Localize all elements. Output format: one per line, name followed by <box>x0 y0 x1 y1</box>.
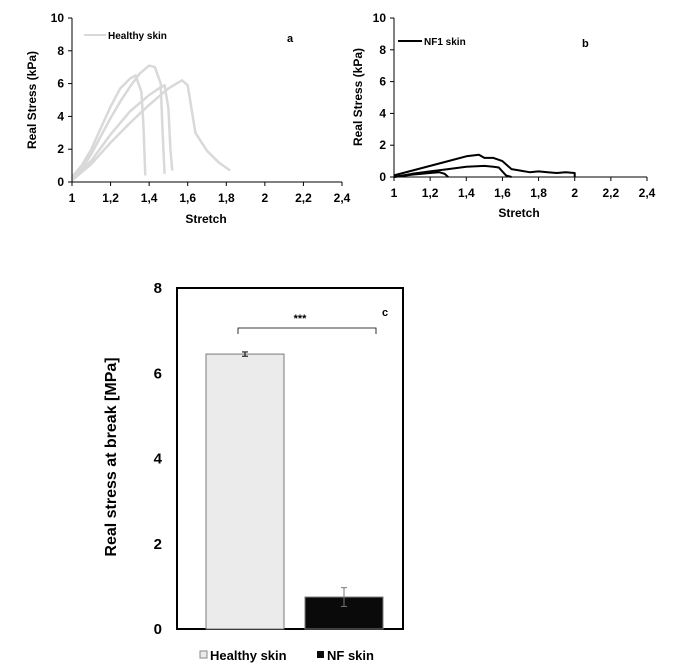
x-tick-label: 1,6 <box>494 186 511 200</box>
significance-bracket <box>237 327 377 334</box>
legend-label: NF1 skin <box>424 37 466 48</box>
series-lines <box>71 64 231 182</box>
y-tick-label: 0 <box>379 170 386 184</box>
x-axis-ticks: 1 1,2 1,4 1,6 1,8 2 2,2 2,4 <box>69 182 351 205</box>
panel-label: c <box>382 307 388 319</box>
y-tick-label: 8 <box>154 280 162 297</box>
x-tick-label: 2,2 <box>295 191 312 205</box>
plot-frame <box>176 287 404 630</box>
x-tick-label: 1,4 <box>458 186 475 200</box>
error-bar-1 <box>242 351 248 357</box>
legend-label: Healthy skin <box>108 31 167 42</box>
y-tick-label: 2 <box>154 536 162 553</box>
bars <box>205 351 384 630</box>
x-tick-label: 1,8 <box>218 191 235 205</box>
x-tick-label: 1 <box>391 186 398 200</box>
series-line-2 <box>393 164 512 178</box>
bar-chart-stress-at-break: 0 2 4 6 8 Real stress at break [MPa] *** c H… <box>103 280 404 663</box>
y-tick-label: 0 <box>154 621 162 638</box>
x-tick-label: 1,8 <box>530 186 547 200</box>
legend-swatch-healthy <box>199 650 208 659</box>
x-tick-label: 1,2 <box>102 191 119 205</box>
series-line-1 <box>393 153 576 177</box>
y-tick-label: 8 <box>57 44 64 58</box>
x-axis-ticks: 1 1,2 1,4 1,6 1,8 2 2,2 2,4 <box>391 177 656 200</box>
line-chart-nf1-skin: 0 2 4 6 8 10 1 1,2 1,4 1,6 1,8 2 2,2 2,4 Real Stress… <box>351 11 656 220</box>
series-line-3 <box>393 171 449 178</box>
series-lines <box>393 153 576 178</box>
x-axis-label: Stretch <box>498 206 539 220</box>
y-axis-label: Real Stress (kPa) <box>25 51 39 149</box>
x-tick-label: 1 <box>69 191 76 205</box>
y-tick-label: 10 <box>51 11 65 25</box>
line-chart-healthy-skin: 0 2 4 6 8 10 1 1,2 1,4 1,6 1,8 2 2,2 2,4 Real Stress… <box>25 11 351 226</box>
x-tick-label: 1,6 <box>179 191 196 205</box>
legend-label-nf: NF skin <box>327 648 374 663</box>
y-axis-ticks: 0 2 4 6 8 10 <box>373 11 394 184</box>
y-tick-label: 4 <box>379 106 386 120</box>
x-tick-label: 2,4 <box>334 191 351 205</box>
y-tick-label: 4 <box>57 109 64 123</box>
error-bar-2 <box>341 587 347 607</box>
y-axis-ticks: 0 2 4 6 8 <box>154 280 163 638</box>
y-axis-label: Real stress at break [MPa] <box>103 357 120 556</box>
x-axis-label: Stretch <box>185 212 226 226</box>
y-tick-label: 8 <box>379 43 386 57</box>
y-axis-ticks: 0 2 4 6 8 10 <box>51 11 72 189</box>
x-tick-label: 2,2 <box>603 186 620 200</box>
x-tick-label: 1,2 <box>422 186 439 200</box>
series-line-4 <box>71 79 231 182</box>
significance-label: *** <box>294 313 308 325</box>
y-tick-label: 2 <box>379 138 386 152</box>
y-tick-label: 2 <box>57 142 64 156</box>
y-tick-label: 6 <box>154 365 162 382</box>
y-tick-label: 4 <box>154 451 163 468</box>
bar-1 <box>205 353 285 630</box>
x-tick-label: 2 <box>571 186 578 200</box>
x-tick-label: 2,4 <box>639 186 656 200</box>
series-line-1 <box>71 74 147 178</box>
series-line-2 <box>71 64 166 180</box>
y-tick-label: 6 <box>57 77 64 91</box>
x-tick-label: 2 <box>262 191 269 205</box>
panel-label: a <box>287 33 294 45</box>
x-tick-label: 1,4 <box>141 191 158 205</box>
y-axis-label: Real Stress (kPa) <box>351 48 365 146</box>
legend-swatch-nf <box>317 651 324 658</box>
legend-label-healthy: Healthy skin <box>210 648 287 663</box>
y-tick-label: 10 <box>373 11 387 25</box>
series-line-3 <box>71 83 174 180</box>
panel-label: b <box>582 38 589 50</box>
y-tick-label: 0 <box>57 175 64 189</box>
y-tick-label: 6 <box>379 75 386 89</box>
